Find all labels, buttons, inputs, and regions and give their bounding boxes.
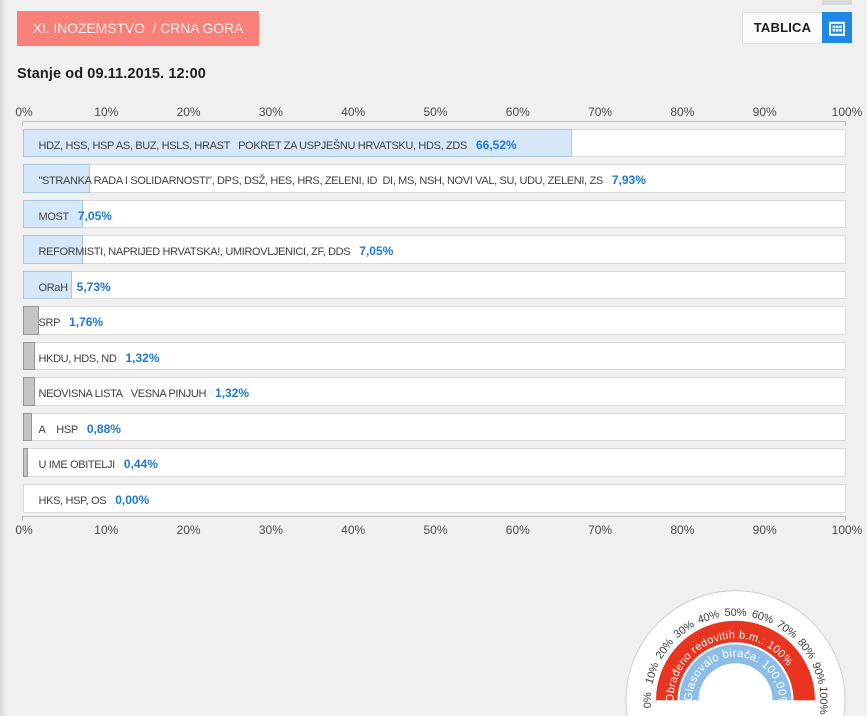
svg-text:50%: 50%: [724, 607, 746, 619]
svg-text:100%: 100%: [817, 686, 829, 714]
svg-text:0%: 0%: [642, 692, 654, 708]
